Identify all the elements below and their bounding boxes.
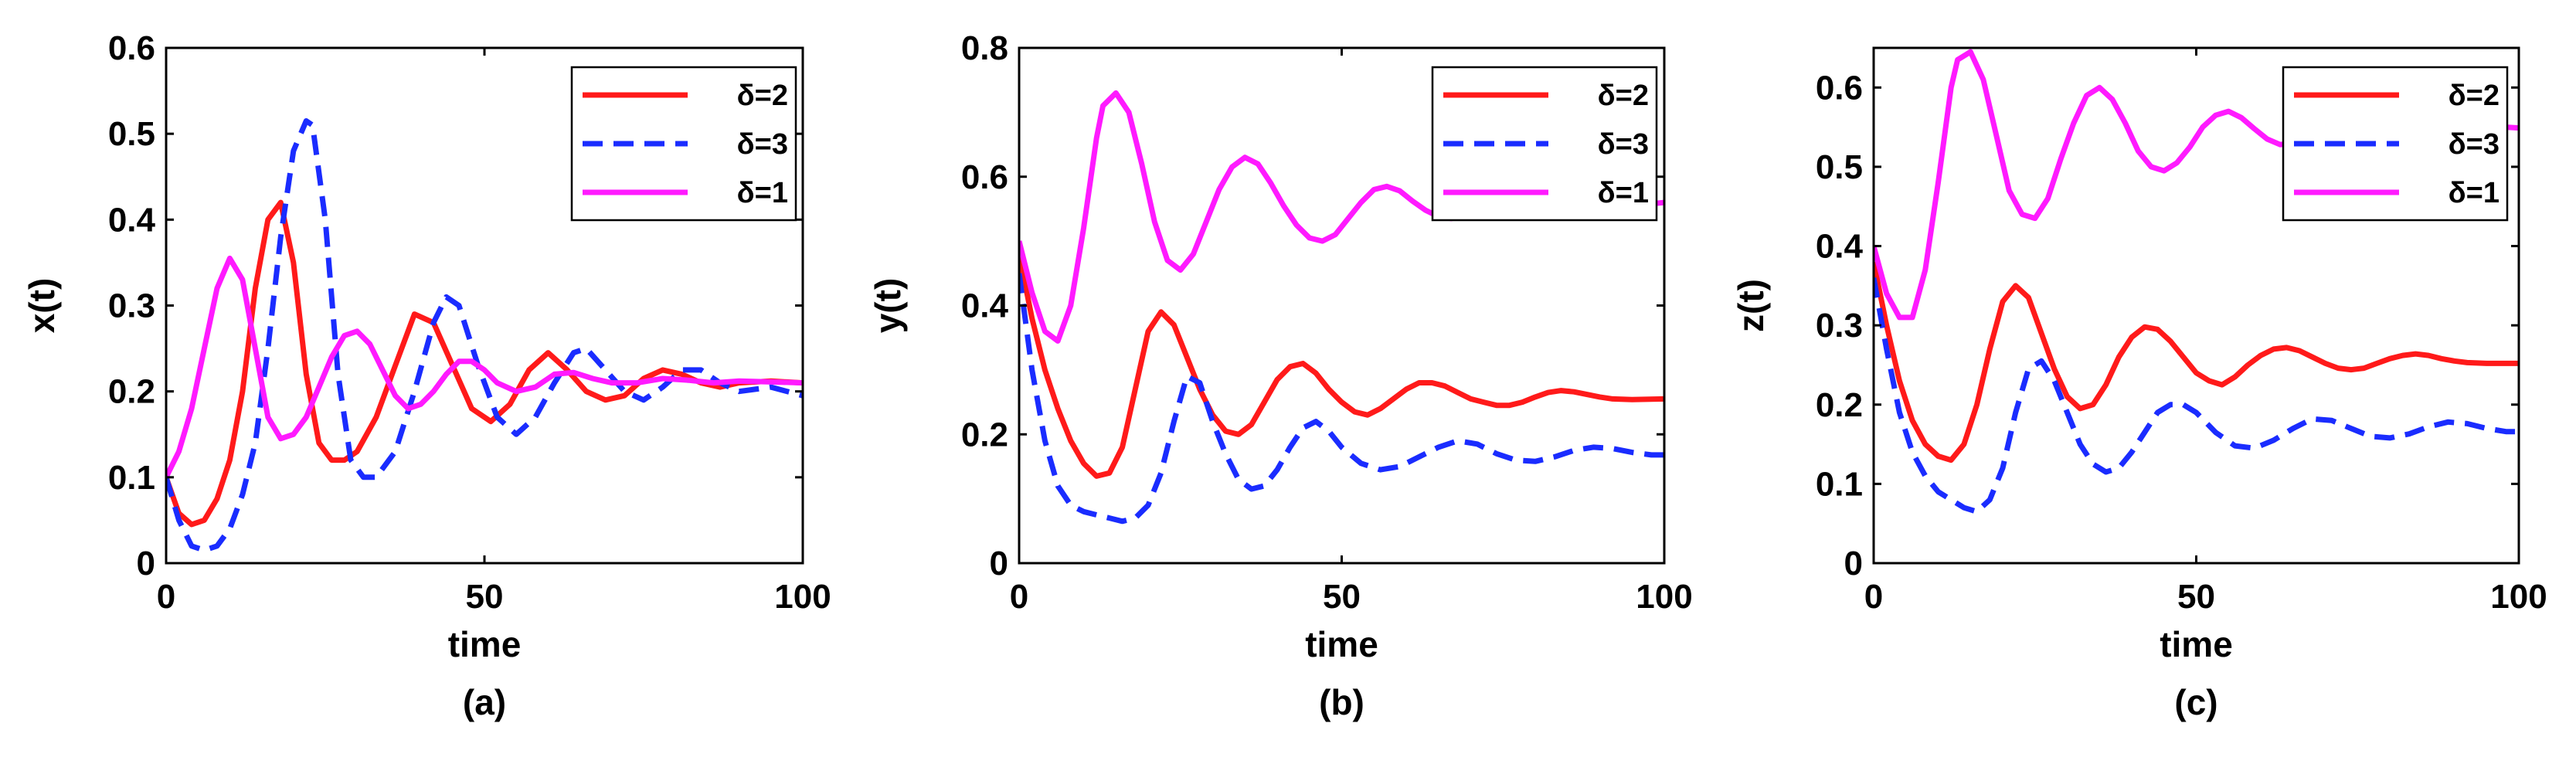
y-tick-label: 0.3 [108,287,155,325]
legend-label: δ=3 [1598,128,1649,161]
x-tick-label: 100 [1636,578,1692,616]
x-tick-label: 100 [2490,578,2547,616]
series-line-dashed-2 [1019,273,1664,525]
legend-label: δ=2 [2449,80,2500,112]
y-axis-label: x(t) [22,278,62,334]
chart-panel-1: 0 50 10000.10.20.30.40.50.6timex(t)(a)δ=2δ… [22,29,831,722]
legend: δ=2 δ=3 δ=1 [2282,66,2509,222]
series-line-solid-1 [1874,261,2519,463]
x-axis-label: time [2160,624,2233,664]
y-tick-label: 0.5 [1816,148,1863,186]
y-tick-label: 0 [990,545,1008,582]
legend-label: δ=1 [2449,177,2500,209]
y-tick-label: 0.1 [108,459,155,497]
y-tick-label: 0.2 [961,416,1008,453]
y-tick-label: 0.6 [1816,69,1863,107]
legend-label: δ=3 [737,128,788,161]
panel-caption: (a) [463,682,506,722]
series-line-solid-1 [1019,253,1664,479]
x-axis-label: time [1305,624,1378,664]
x-axis-label: time [448,624,522,664]
y-tick-label: 0.5 [108,115,155,153]
legend-label: δ=1 [737,177,788,209]
legend-label: δ=1 [1598,177,1649,209]
y-tick-label: 0.4 [108,201,156,239]
panel-caption: (b) [1319,682,1364,722]
legend: δ=2 δ=3 δ=1 [570,66,797,222]
x-tick-label: 50 [466,578,504,616]
y-tick-label: 0.2 [1816,386,1863,424]
y-tick-label: 0 [137,545,155,582]
chart-panel-2: 0 50 100 0 0.2 0.4 0.6 0.8 time y(t) (b) δ=2 δ=3 δ=1 [868,29,1693,722]
y-tick-label: 0.4 [961,287,1009,325]
y-tick-label: 0.6 [108,29,155,67]
legend-label: δ=3 [2449,128,2500,161]
y-tick-label: 0.3 [1816,307,1863,345]
legend-label: δ=2 [1598,80,1649,112]
x-tick-label: 50 [1323,578,1361,616]
series-line-solid-1 [166,199,803,528]
legend: δ=2 δ=3 δ=1 [1431,66,1658,222]
y-tick-label: 0.1 [1816,465,1863,503]
series-line-solid-3 [166,255,803,479]
y-tick-label: 0.2 [108,373,155,411]
series-line-dashed-2 [1874,277,2519,514]
panel-caption: (c) [2174,682,2217,722]
chart-panel-3: 0 50 10000.10.20.30.40.50.6timez(t)(c)δ=2δ… [1731,46,2547,722]
y-tick-label: 0.6 [961,158,1008,196]
x-tick-label: 0 [157,578,175,616]
y-axis-label: z(t) [1731,279,1771,332]
y-tick-label: 0 [1844,545,1863,582]
y-tick-label: 0.8 [961,29,1008,67]
y-tick-label: 0.4 [1816,228,1864,266]
y-axis-label: y(t) [868,278,908,334]
x-tick-label: 0 [1864,578,1883,616]
x-tick-label: 50 [2177,578,2215,616]
legend-label: δ=2 [737,80,788,112]
x-tick-label: 100 [774,578,831,616]
x-tick-label: 0 [1010,578,1028,616]
